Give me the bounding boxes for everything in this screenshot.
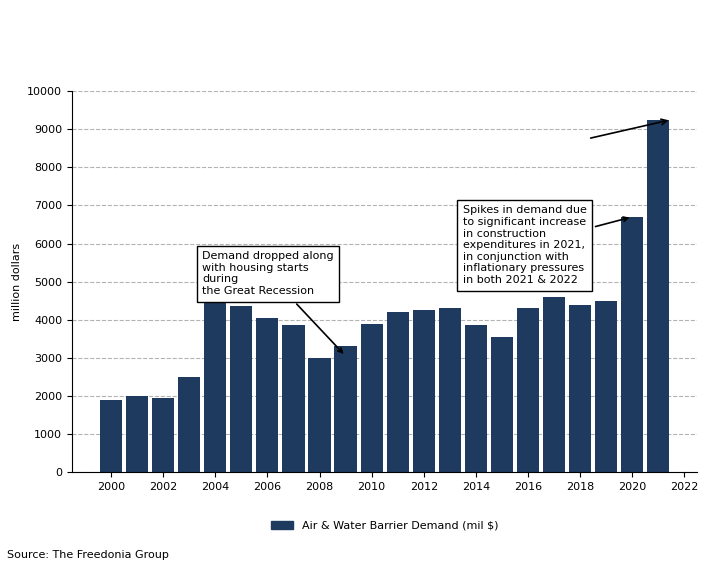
Bar (595, 300, 618, 472)
Bar (178, 377, 201, 472)
Bar (308, 358, 331, 472)
Bar (491, 337, 513, 472)
Text: 2000 – 2022: 2000 – 2022 (7, 50, 92, 63)
Bar (100, 400, 122, 472)
Bar (647, 119, 669, 472)
Bar (256, 318, 278, 472)
Bar (387, 312, 409, 472)
Text: Source: The Freedonia Group: Source: The Freedonia Group (7, 550, 169, 560)
Bar (464, 325, 487, 472)
Bar (230, 307, 252, 472)
Bar (439, 308, 461, 472)
Bar (517, 308, 539, 472)
Text: Figure 3-2.: Figure 3-2. (7, 13, 84, 26)
Bar (360, 324, 383, 472)
Bar (543, 297, 565, 472)
Text: Demand dropped along
with housing starts
during
the Great Recession: Demand dropped along with housing starts… (202, 251, 342, 353)
Y-axis label: million dollars: million dollars (12, 242, 22, 321)
Bar (569, 304, 591, 472)
Bar (334, 347, 357, 472)
Bar (152, 398, 174, 472)
Bar (204, 300, 226, 472)
Bar (413, 310, 435, 472)
Legend: Air & Water Barrier Demand (mil $): Air & Water Barrier Demand (mil $) (267, 517, 503, 535)
Bar (621, 217, 644, 472)
Text: Air & Water Barrier Demand,: Air & Water Barrier Demand, (7, 31, 209, 44)
Text: Spikes in demand due
to significant increase
in construction
expenditures in 202: Spikes in demand due to significant incr… (463, 205, 628, 285)
Bar (126, 396, 148, 472)
Text: (million dollars): (million dollars) (7, 68, 118, 81)
Bar (283, 325, 305, 472)
Text: Freedonia: Freedonia (598, 102, 667, 117)
